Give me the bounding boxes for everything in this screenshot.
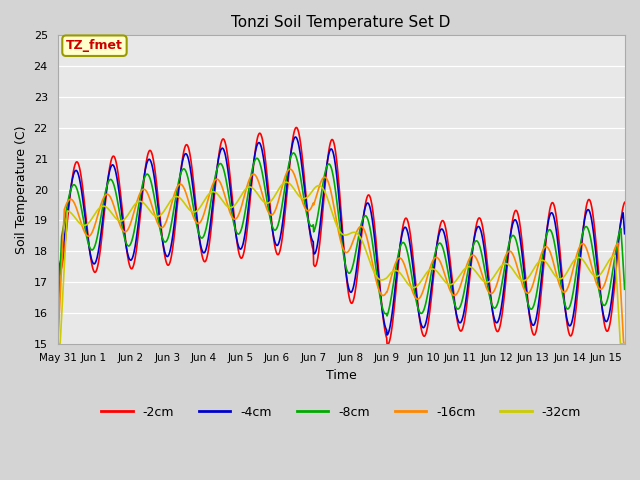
Y-axis label: Soil Temperature (C): Soil Temperature (C) [15, 125, 28, 254]
-32cm [97, 204, 105, 209]
-4cm [97, 228, 105, 233]
-2cm [294, 129, 302, 135]
-4cm [307, 230, 314, 236]
-2cm [121, 228, 129, 234]
Legend: -2cm, -4cm, -8cm, -16cm, -32cm: -2cm, -4cm, -8cm, -16cm, -32cm [96, 401, 586, 424]
Text: TZ_fmet: TZ_fmet [66, 39, 123, 52]
-4cm [377, 294, 385, 300]
-8cm [294, 163, 302, 169]
Title: Tonzi Soil Temperature Set D: Tonzi Soil Temperature Set D [232, 15, 451, 30]
-4cm [121, 232, 129, 238]
-32cm [54, 341, 61, 347]
-16cm [54, 341, 61, 347]
-4cm [317, 219, 324, 225]
-32cm [621, 341, 628, 347]
Line: -2cm: -2cm [58, 128, 625, 344]
-2cm [292, 125, 300, 131]
-16cm [294, 185, 302, 191]
-8cm [377, 297, 385, 302]
-8cm [54, 321, 61, 326]
-16cm [286, 166, 294, 172]
-2cm [307, 232, 314, 238]
Line: -4cm: -4cm [58, 137, 625, 335]
-8cm [97, 211, 105, 217]
-4cm [294, 141, 302, 147]
Line: -16cm: -16cm [58, 169, 625, 344]
-32cm [317, 183, 324, 189]
-16cm [121, 229, 129, 235]
-8cm [307, 222, 314, 228]
-16cm [317, 180, 324, 186]
-2cm [383, 341, 391, 347]
-8cm [121, 235, 129, 240]
-32cm [307, 191, 314, 197]
-32cm [294, 192, 302, 198]
-2cm [54, 272, 61, 278]
-4cm [383, 332, 391, 338]
-4cm [621, 231, 628, 237]
X-axis label: Time: Time [326, 369, 356, 382]
-8cm [317, 196, 324, 202]
-32cm [283, 179, 291, 185]
-16cm [621, 341, 628, 347]
-16cm [97, 200, 105, 206]
-8cm [290, 150, 298, 156]
-16cm [307, 206, 314, 212]
-16cm [377, 291, 385, 297]
-2cm [621, 199, 628, 205]
-4cm [292, 134, 300, 140]
-2cm [97, 238, 105, 244]
-2cm [317, 234, 324, 240]
-4cm [54, 296, 61, 301]
-2cm [377, 290, 385, 296]
Line: -32cm: -32cm [58, 182, 625, 344]
-8cm [621, 287, 628, 292]
Line: -8cm: -8cm [58, 153, 625, 324]
-32cm [377, 277, 385, 283]
-32cm [121, 216, 129, 222]
